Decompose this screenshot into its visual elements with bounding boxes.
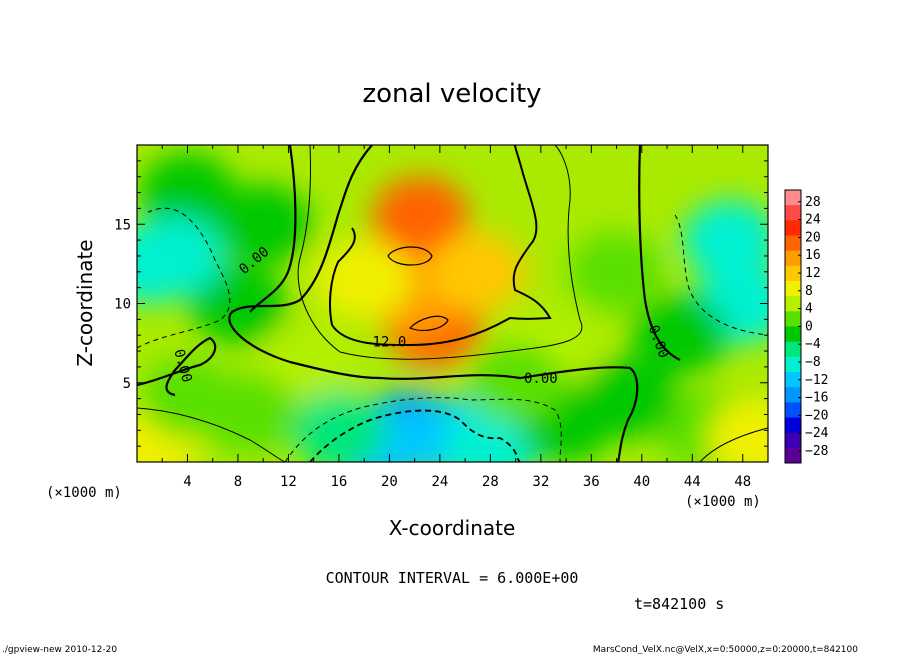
colorbar-label: 0 — [805, 319, 813, 334]
colorbar-label: −28 — [805, 444, 828, 459]
time-label: t=842100 s — [634, 595, 724, 613]
colorbar-segment — [785, 387, 801, 403]
colorbar-segment — [785, 341, 801, 358]
field-blob — [707, 398, 768, 462]
field-blob — [215, 184, 312, 265]
colorbar: 28 24 20 16 12 8 4 0 −4 −8 −12 −16 −20 −24 −28 — [784, 189, 829, 464]
colorbar-segment — [785, 296, 801, 312]
colorbar-segment — [785, 220, 801, 236]
field-blob — [290, 390, 387, 462]
colorbar-segment — [785, 235, 801, 252]
x-tick-label: 36 — [583, 474, 600, 490]
field-blob — [682, 200, 768, 281]
x-tick-label: 40 — [633, 474, 650, 490]
field-blob — [139, 152, 236, 233]
colorbar-segment — [785, 356, 801, 373]
colorbar-segment — [785, 402, 801, 418]
colorbar-segment — [785, 417, 801, 434]
x-tick-label: 16 — [330, 474, 347, 490]
field-blob — [631, 295, 728, 376]
contour-eighteen-b — [408, 315, 449, 332]
contour-label: 0.00 — [524, 371, 558, 387]
y-unit-label: (×1000 m) — [46, 485, 122, 501]
colorbar-segment — [785, 190, 801, 206]
field-blob — [429, 231, 526, 312]
x-tick-label: 28 — [482, 474, 499, 490]
colorbar-segment — [785, 281, 801, 297]
field-blob — [568, 231, 665, 312]
field-blob — [137, 223, 198, 304]
colorbar-label: 12 — [805, 266, 821, 281]
contour-zero-right — [638, 145, 681, 361]
x-tick-label: 12 — [280, 474, 297, 490]
colorbar-segment — [785, 326, 801, 343]
colorbar-label: 4 — [805, 302, 813, 317]
x-ticks: 4 8 12 16 20 24 28 32 36 40 44 48 — [161, 145, 751, 490]
colorbar-segment — [785, 372, 801, 388]
colorbar-segment — [785, 205, 801, 221]
colorbar-segment — [785, 432, 801, 449]
contour-zero-left — [137, 145, 297, 397]
contour-six-lower — [137, 407, 768, 462]
contour-neg-twelve-bottom — [309, 409, 521, 462]
colorbar-label: 20 — [805, 230, 821, 245]
contour-zero-core — [228, 145, 639, 462]
field-blob — [189, 263, 286, 344]
y-tick-label: 10 — [114, 297, 131, 313]
contour-neg-six-left — [137, 207, 231, 349]
x-axis-label: X-coordinate — [389, 516, 516, 540]
colorbar-segment — [785, 250, 801, 267]
colorbar-segment — [785, 447, 801, 464]
chart-title: zonal velocity — [362, 79, 541, 109]
x-tick-label: 24 — [431, 474, 448, 490]
contour-interval-label: CONTOUR INTERVAL = 6.000E+00 — [326, 569, 579, 587]
field-blob — [139, 358, 236, 439]
x-tick-label: 4 — [183, 474, 191, 490]
colorbar-label: −4 — [805, 337, 821, 352]
y-axis-label: Z-coordinate — [73, 239, 97, 366]
contour-lines — [137, 145, 768, 462]
x-tick-label: 44 — [684, 474, 701, 490]
colorbar-label: 24 — [805, 213, 821, 228]
colorbar-label: −8 — [805, 355, 821, 370]
footer-right: MarsCond_VelX.nc@VelX,x=0:50000,z=0:2000… — [593, 645, 858, 654]
field-blob — [467, 342, 564, 423]
x-tick-label: 32 — [532, 474, 549, 490]
colorbar-label: −24 — [805, 426, 829, 441]
contour-label: 12.0 — [373, 334, 407, 350]
colorbar-label: 28 — [805, 195, 821, 210]
colorbar-segment — [785, 265, 801, 282]
contour-six — [297, 145, 583, 360]
colorbar-label: −12 — [805, 373, 828, 388]
x-tick-label: 48 — [734, 474, 751, 490]
y-tick-label: 15 — [114, 217, 131, 233]
field-blobs — [137, 152, 768, 462]
x-tick-label: 20 — [381, 474, 398, 490]
x-unit-label: (×1000 m) — [685, 494, 761, 510]
contour-neg-six-right — [674, 214, 768, 336]
contour-eighteen-a — [387, 246, 433, 266]
contour-neg-six-bottom — [284, 397, 562, 462]
colorbar-label: −16 — [805, 391, 828, 406]
colorbar-label: 8 — [805, 284, 813, 299]
contour-twelve — [329, 145, 552, 347]
y-ticks: 5 10 15 — [114, 160, 768, 447]
colorbar-label: 16 — [805, 248, 821, 263]
footer-left: ./gpview-new 2010-12-20 — [2, 645, 117, 654]
y-tick-label: 5 — [123, 376, 131, 392]
colorbar-segment — [785, 311, 801, 327]
x-tick-label: 8 — [234, 474, 242, 490]
colorbar-label: −20 — [805, 408, 828, 423]
